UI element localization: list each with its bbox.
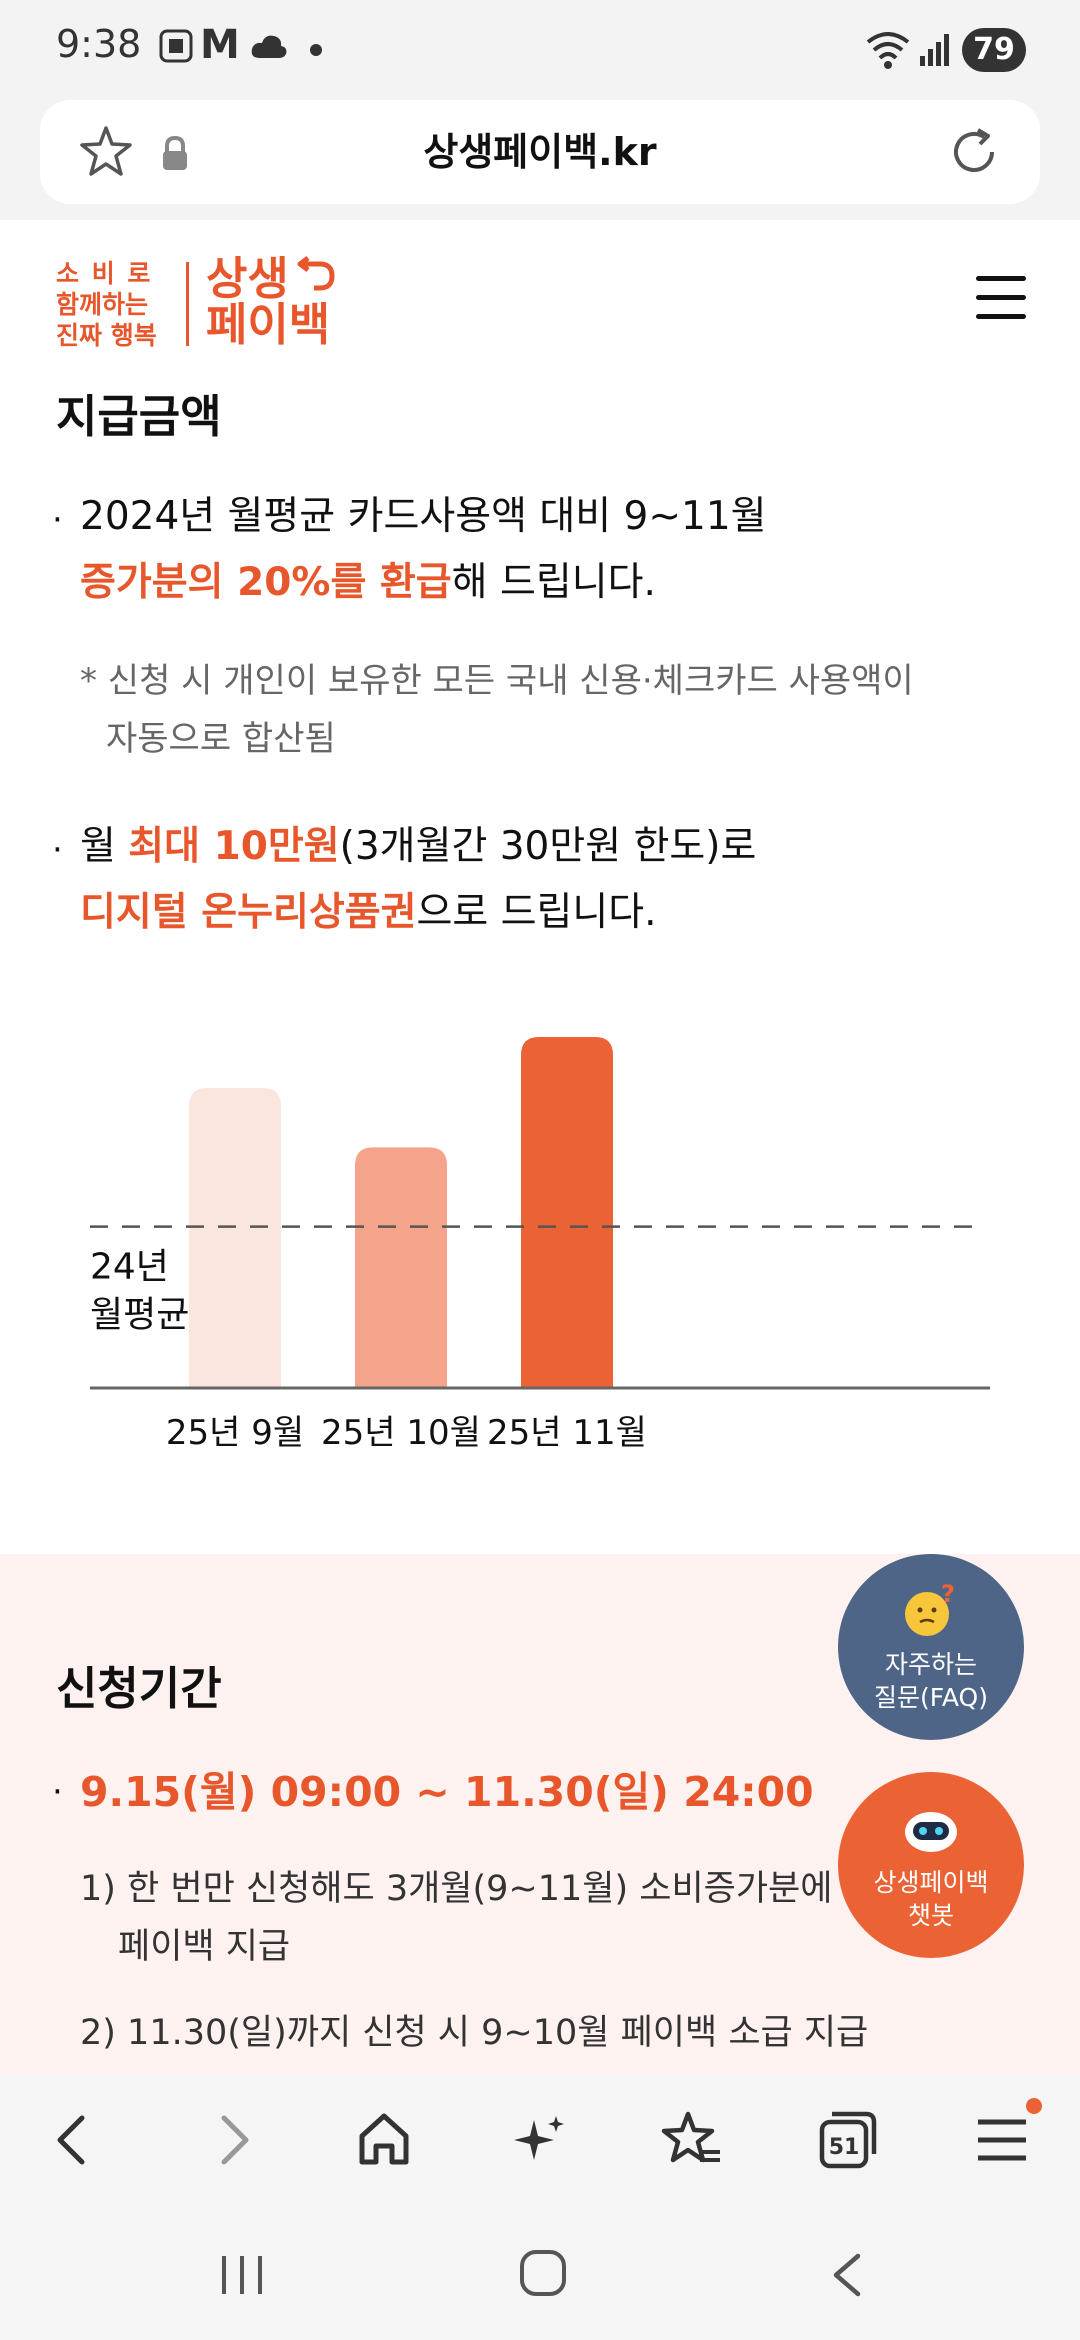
lock-icon xyxy=(160,135,190,176)
payment-note-line2: 자동으로 합산됨 xyxy=(106,719,336,759)
browser-bottom-nav: 51 xyxy=(0,2074,1080,2206)
payment-line2b: 디지털 온누리상품권으로 드립니다. xyxy=(80,880,657,946)
payment-line1b: 증가분의 20%를 환급해 드립니다. xyxy=(80,550,656,616)
payback-bar-chart: 24년 월평균 25년 9월 25년 10월 25년 11월 xyxy=(90,1036,990,1453)
forward-icon[interactable] xyxy=(200,2108,264,2172)
hamburger-menu-icon[interactable] xyxy=(976,276,1026,324)
payment-accent-refund: 증가분의 20%를 환급 xyxy=(80,560,452,605)
payment-line1: 2024년 월평균 카드사용액 대비 9~11월 xyxy=(80,494,767,539)
logo-tagline-line: 진짜 행복 xyxy=(56,321,157,350)
faq-label: 자주하는 질문(FAQ) xyxy=(838,1648,1024,1714)
chart-x-label: 25년 10월 xyxy=(321,1413,481,1453)
tabs-count: 51 xyxy=(829,2135,860,2160)
chatbot-button[interactable]: 상생페이백 챗봇 xyxy=(838,1772,1024,1958)
bullet-dot: · xyxy=(52,830,63,870)
logo-main-line: 상생 xyxy=(206,252,289,305)
screenshot-icon xyxy=(158,28,194,73)
ai-sparkle-icon[interactable] xyxy=(508,2108,572,2172)
chart-bar xyxy=(521,1036,613,1388)
payment-line1-suffix: 해 드립니다. xyxy=(451,560,656,605)
url-text[interactable]: 상생페이백.kr xyxy=(423,130,657,174)
wifi-icon xyxy=(866,30,910,74)
system-back-icon[interactable] xyxy=(826,2252,866,2302)
chatbot-label-line2: 챗봇 xyxy=(907,1901,954,1930)
bookmark-star-icon[interactable] xyxy=(78,124,134,184)
back-icon[interactable] xyxy=(42,2108,106,2172)
home-button-icon[interactable] xyxy=(518,2248,568,2302)
signal-icon xyxy=(918,32,952,72)
home-icon[interactable] xyxy=(352,2108,416,2172)
reload-icon[interactable] xyxy=(946,124,1002,184)
chart-x-label: 25년 11월 xyxy=(487,1413,647,1453)
chatbot-label: 상생페이백 챗봇 xyxy=(838,1866,1024,1932)
battery-indicator: 79 xyxy=(962,28,1026,72)
faq-label-line2: 질문(FAQ) xyxy=(874,1683,988,1712)
cloud-icon xyxy=(250,34,288,64)
menu-icon[interactable] xyxy=(970,2108,1034,2172)
baseline-label-line2: 월평균 xyxy=(90,1295,189,1336)
robot-icon xyxy=(905,1812,957,1852)
payment-note-line1: * 신청 시 개인이 보유한 모든 국내 신용·체크카드 사용액이 xyxy=(80,661,914,701)
recent-apps-icon[interactable] xyxy=(218,2252,266,2302)
payment-accent-max: 최대 10만원 xyxy=(128,824,340,869)
notification-dot-icon xyxy=(310,44,322,56)
period-dates: 9.15(월) 09:00 ~ 11.30(일) 24:00 xyxy=(80,1768,814,1816)
logo-tagline-line: 소 비 로 xyxy=(56,259,153,288)
section-title-period: 신청기간 xyxy=(56,1662,222,1715)
url-bar[interactable] xyxy=(40,100,1040,204)
baseline-label-line1: 24년 xyxy=(90,1247,169,1288)
logo-tagline[interactable]: 소 비 로 함께하는 진짜 행복 xyxy=(56,258,176,351)
payment-accent-voucher: 디지털 온누리상품권 xyxy=(80,890,417,935)
chart-x-label: 25년 9월 xyxy=(166,1413,304,1453)
tabs-icon[interactable]: 51 xyxy=(816,2108,880,2172)
gmail-icon: M xyxy=(200,22,240,68)
chart-bar xyxy=(355,1147,447,1388)
payment-line2: 월 최대 10만원(3개월간 30만원 한도)로 xyxy=(80,814,756,880)
bullet-dot: · xyxy=(52,500,63,540)
section-title-payment: 지급금액 xyxy=(56,390,222,443)
period-item2: 2) 11.30(일)까지 신청 시 9~10월 페이백 소급 지급 xyxy=(80,2013,869,2053)
status-time: 9:38 xyxy=(56,22,142,66)
period-item1-line2: 페이백 지급 xyxy=(118,1927,291,1967)
logo-divider xyxy=(186,262,189,346)
faq-label-line1: 자주하는 xyxy=(884,1650,977,1679)
payment-line2-suffix: 으로 드립니다. xyxy=(416,890,657,935)
notification-badge-icon xyxy=(1026,2098,1042,2114)
bullet-dot: · xyxy=(52,1772,63,1812)
payment-line2-mid: (3개월간 30만원 한도)로 xyxy=(339,824,757,869)
thinking-face-icon: ? xyxy=(905,1580,955,1636)
svg-text:?: ? xyxy=(941,1580,955,1608)
logo-main-line: 페이백 xyxy=(206,298,331,351)
logo-tagline-line: 함께하는 xyxy=(56,290,149,319)
logo[interactable]: 상생 페이백 xyxy=(206,256,346,348)
chart-bar xyxy=(189,1087,281,1388)
system-nav-bar xyxy=(0,2206,1080,2340)
period-item1-line1: 1) 한 번만 신청해도 3개월(9~11월) 소비증가분에 xyxy=(80,1869,833,1909)
chatbot-label-line1: 상생페이백 xyxy=(873,1868,989,1897)
payment-line2-prefix: 월 xyxy=(80,824,129,869)
faq-button[interactable]: ? 자주하는 질문(FAQ) xyxy=(838,1554,1024,1740)
logo-arrow-icon xyxy=(294,256,338,300)
bookmarks-icon[interactable] xyxy=(660,2108,724,2172)
